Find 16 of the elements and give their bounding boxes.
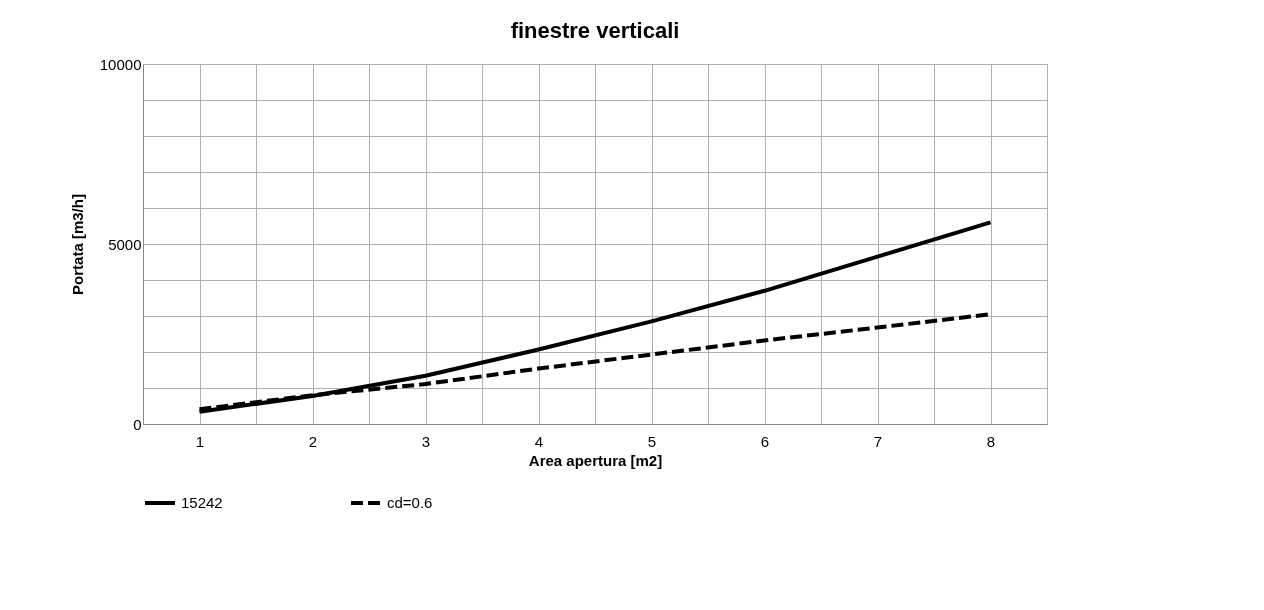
x-axis-title: Area apertura [m2] (528, 451, 663, 469)
x-tick-label: 8 (986, 432, 996, 450)
legend-label: 15242 (181, 494, 223, 511)
y-axis-title: Portata [m3/h] (68, 194, 86, 295)
x-tick-label: 2 (308, 432, 318, 450)
chart-title: finestre verticali (510, 18, 680, 43)
x-tick-label: 4 (534, 432, 544, 450)
legend-label: cd=0.6 (387, 494, 433, 511)
x-tick-label: 6 (760, 432, 770, 450)
x-tick-label: 1 (195, 432, 205, 450)
x-tick-label: 5 (647, 432, 657, 450)
x-tick-label: 7 (873, 432, 883, 450)
y-tick-label: 5000 (108, 235, 142, 253)
y-tick-label: 10000 (99, 55, 142, 73)
x-tick-label: 3 (421, 432, 431, 450)
y-tick-label: 0 (133, 415, 142, 433)
